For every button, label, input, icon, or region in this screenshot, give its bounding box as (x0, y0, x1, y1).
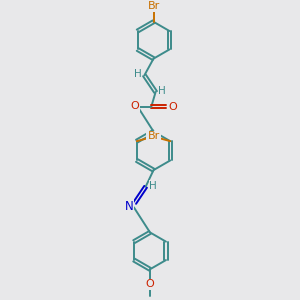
Text: O: O (146, 279, 154, 289)
Text: O: O (130, 101, 139, 111)
Text: Br: Br (147, 1, 160, 11)
Text: H: H (158, 86, 166, 96)
Text: O: O (168, 102, 177, 112)
Text: Br: Br (148, 131, 160, 141)
Text: Br: Br (147, 131, 159, 141)
Text: H: H (149, 181, 157, 191)
Text: H: H (134, 69, 142, 80)
Text: N: N (125, 200, 134, 213)
